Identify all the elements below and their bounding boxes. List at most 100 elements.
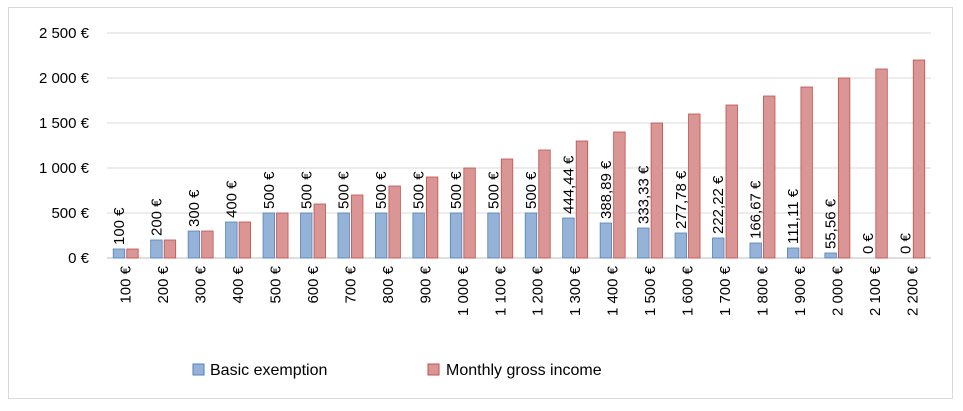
- bar-basic-exemption: [225, 221, 238, 259]
- data-label-basic-exemption: 500 €: [486, 171, 503, 209]
- x-tick-label: 1 000 €: [455, 265, 472, 316]
- bar-chart: 0 € 500 € 1 000 € 1 500 € 2 000 € 2 500 € 100…: [39, 25, 931, 379]
- bar-basic-exemption: [150, 239, 163, 259]
- y-tick-label: 1 000 €: [39, 160, 90, 177]
- x-tick-label: 2 000 €: [829, 265, 846, 316]
- x-tick-label: 1 500 €: [642, 265, 659, 316]
- data-label-basic-exemption: 500 €: [373, 171, 390, 209]
- legend-swatch-basic-exemption: [192, 363, 205, 376]
- bar-monthly-gross-income: [800, 86, 813, 259]
- bar-monthly-gross-income: [763, 95, 776, 259]
- bars: [112, 59, 926, 259]
- data-label-basic-exemption: 500 €: [336, 171, 353, 209]
- bar-basic-exemption: [824, 252, 837, 259]
- x-tick-label: 1 800 €: [754, 265, 771, 316]
- bar-monthly-gross-income: [351, 194, 364, 259]
- bar-basic-exemption: [300, 212, 313, 259]
- bar-basic-exemption: [749, 242, 762, 259]
- data-label-basic-exemption: 388,89 €: [598, 160, 615, 219]
- x-tick-label: 200 €: [155, 265, 172, 303]
- bar-basic-exemption: [187, 230, 201, 259]
- data-label-basic-exemption: 0 €: [898, 232, 915, 254]
- x-tick-label: 100 €: [118, 265, 135, 303]
- legend-label-monthly-gross-income: Monthly gross income: [446, 362, 602, 379]
- data-label-basic-exemption: 200 €: [148, 198, 165, 236]
- x-tick-label: 1 900 €: [792, 265, 809, 316]
- bar-basic-exemption: [412, 212, 425, 259]
- x-tick-label: 300 €: [193, 265, 210, 303]
- data-label-basic-exemption: 444,44 €: [560, 155, 577, 214]
- x-tick-label: 1 300 €: [567, 265, 584, 316]
- bar-monthly-gross-income: [912, 59, 926, 259]
- bar-monthly-gross-income: [163, 239, 177, 259]
- data-label-basic-exemption: 500 €: [298, 171, 315, 209]
- data-label-basic-exemption: 333,33 €: [635, 165, 652, 224]
- bar-monthly-gross-income: [126, 248, 139, 259]
- data-labels: 100 € 200 € 300 € 400 € 500 € 500 € 500 € 500 €…: [111, 155, 915, 254]
- bar-basic-exemption: [562, 217, 575, 259]
- bar-basic-exemption: [712, 237, 725, 259]
- bar-basic-exemption: [674, 232, 687, 259]
- bar-basic-exemption: [524, 212, 538, 259]
- data-label-basic-exemption: 500 €: [261, 171, 278, 209]
- bar-monthly-gross-income: [613, 131, 626, 259]
- x-tick-label: 400 €: [230, 265, 247, 303]
- x-tick-label: 700 €: [342, 265, 359, 303]
- x-tick-label: 1 600 €: [680, 265, 697, 316]
- bar-basic-exemption: [487, 212, 500, 259]
- bar-monthly-gross-income: [688, 113, 701, 259]
- chart-frame: 0 € 500 € 1 000 € 1 500 € 2 000 € 2 500 € 100…: [8, 7, 953, 399]
- data-label-basic-exemption: 111,11 €: [785, 188, 802, 244]
- data-label-basic-exemption: 55,56 €: [823, 198, 840, 249]
- bar-monthly-gross-income: [837, 77, 851, 259]
- data-label-basic-exemption: 500 €: [448, 171, 465, 209]
- bar-monthly-gross-income: [313, 203, 326, 259]
- data-label-basic-exemption: 277,78 €: [673, 170, 690, 229]
- legend-label-basic-exemption: Basic exemption: [210, 362, 327, 379]
- x-axis-tick-labels: 100 € 200 € 300 € 400 € 500 € 600 € 700 € 800 €…: [118, 265, 922, 316]
- x-tick-label: 900 €: [417, 265, 434, 303]
- bar-monthly-gross-income: [575, 140, 589, 259]
- bar-monthly-gross-income: [538, 149, 551, 259]
- bar-monthly-gross-income: [388, 185, 401, 259]
- legend: Basic exemption Monthly gross income: [192, 362, 602, 379]
- x-tick-label: 1 700 €: [717, 265, 734, 316]
- x-tick-label: 600 €: [305, 265, 322, 303]
- data-label-basic-exemption: 500 €: [411, 171, 428, 209]
- data-label-basic-exemption: 300 €: [186, 189, 203, 227]
- bar-basic-exemption: [787, 247, 800, 259]
- data-label-basic-exemption: 222,22 €: [710, 175, 727, 234]
- y-axis-tick-labels: 0 € 500 € 1 000 € 1 500 € 2 000 € 2 500 €: [39, 25, 90, 267]
- bar-monthly-gross-income: [238, 221, 251, 259]
- data-label-basic-exemption: 166,67 €: [748, 180, 765, 239]
- gridlines: [107, 32, 931, 214]
- bar-basic-exemption: [599, 222, 613, 259]
- data-label-basic-exemption: 400 €: [223, 180, 240, 218]
- y-tick-label: 1 500 €: [39, 115, 90, 132]
- bar-monthly-gross-income: [725, 104, 738, 259]
- y-tick-label: 0 €: [68, 250, 90, 267]
- bar-monthly-gross-income: [201, 230, 214, 259]
- bar-basic-exemption: [375, 212, 388, 259]
- bar-monthly-gross-income: [463, 167, 476, 259]
- bar-basic-exemption: [337, 212, 350, 259]
- x-tick-label: 800 €: [380, 265, 397, 303]
- x-tick-label: 1 100 €: [492, 265, 509, 316]
- bar-monthly-gross-income: [276, 212, 289, 259]
- x-tick-label: 2 200 €: [904, 265, 921, 316]
- x-tick-label: 500 €: [268, 265, 285, 303]
- bar-monthly-gross-income: [650, 122, 663, 259]
- y-tick-label: 500 €: [51, 205, 89, 222]
- bar-monthly-gross-income: [875, 68, 888, 259]
- y-tick-label: 2 000 €: [39, 70, 90, 87]
- bar-monthly-gross-income: [500, 158, 514, 259]
- bar-basic-exemption: [112, 248, 126, 259]
- data-label-basic-exemption: 500 €: [523, 171, 540, 209]
- y-tick-label: 2 500 €: [39, 25, 90, 42]
- bar-basic-exemption: [637, 227, 650, 259]
- bar-basic-exemption: [449, 212, 463, 259]
- x-tick-label: 1 400 €: [605, 265, 622, 316]
- x-tick-label: 2 100 €: [867, 265, 884, 316]
- bar-basic-exemption: [262, 212, 275, 259]
- data-label-basic-exemption: 0 €: [860, 232, 877, 254]
